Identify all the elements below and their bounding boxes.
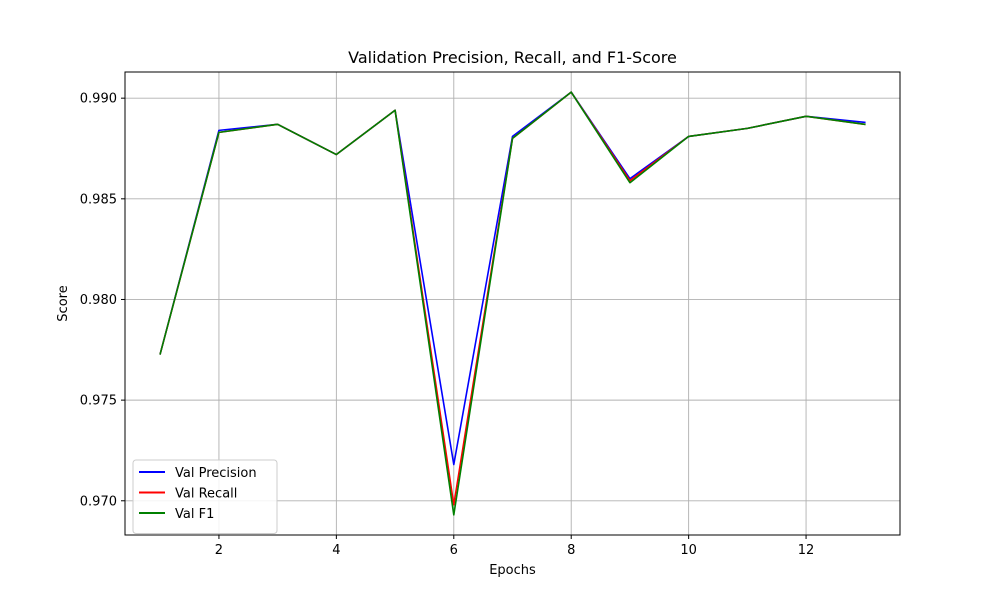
y-tick-label: 0.975 [80,394,117,409]
plot-frame [124,71,901,536]
legend-label-val-precision: Val Precision [175,466,257,481]
x-tick-label: 8 [567,543,575,558]
legend-label-val-f1: Val F1 [175,507,214,522]
legend: Val Precision Val Recall Val F1 [132,459,278,534]
y-tick-label: 0.985 [80,192,117,207]
legend-box [132,459,278,534]
x-tick-label: 12 [798,543,815,558]
y-axis-ticks: 0.970 0.975 0.980 0.985 0.990 [80,92,125,509]
x-tick-label: 10 [680,543,697,558]
chart-title: Validation Precision, Recall, and F1-Sco… [348,48,677,67]
series-group [159,91,866,516]
x-tick-label: 6 [450,543,458,558]
y-tick-label: 0.970 [80,494,117,509]
x-axis-ticks: 2 4 6 8 10 12 [215,535,815,558]
y-tick-label: 0.990 [80,92,117,107]
grid [125,72,900,535]
y-axis-label: Score [56,285,71,321]
series-line-val-f1 [159,91,866,516]
legend-label-val-recall: Val Recall [175,487,237,502]
x-axis-label: Epochs [489,563,536,578]
x-tick-label: 2 [215,543,223,558]
x-tick-label: 4 [332,543,340,558]
y-tick-label: 0.980 [80,293,117,308]
